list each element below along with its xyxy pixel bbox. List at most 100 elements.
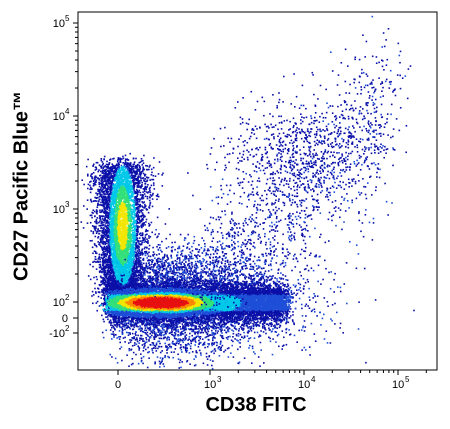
event-dot [183,272,185,274]
event-dot [285,331,288,334]
event-dot [189,363,191,365]
event-dot [200,273,202,275]
event-dot [237,255,239,257]
event-dot [196,274,199,277]
event-dot [273,327,276,329]
event-dot [159,266,162,269]
event-dot [174,267,177,269]
event-dot [141,263,143,266]
event-dot [239,283,242,285]
event-dot [164,342,166,345]
event-dot [304,326,307,328]
event-dot [161,266,164,269]
event-dot [205,325,207,328]
event-dot [221,336,223,338]
event-dot [160,277,162,279]
event-dot [162,329,164,331]
event-dot [118,325,121,327]
event-dot [251,347,254,350]
event-dot [228,263,230,266]
event-dot [220,340,222,343]
event-dot [158,329,160,332]
event-dot [204,224,206,227]
event-dot [212,336,214,339]
event-dot [139,328,141,330]
event-dot [230,263,232,266]
event-dot [195,336,198,338]
event-dot [144,332,147,334]
event-dot [198,244,200,246]
event-dot [165,272,168,274]
event-dot [180,263,182,265]
event-dot [148,338,150,341]
event-dot [155,229,157,231]
event-dot [270,268,273,271]
event-dot [184,321,186,323]
event-dot [170,346,172,349]
event-dot [146,315,148,318]
event-dot [212,277,215,280]
event-dot [155,322,157,324]
event-dot [138,349,140,351]
event-dot [246,242,248,245]
event-dot [168,272,170,274]
event-dot [304,305,307,307]
event-dot [206,332,209,335]
event-dot [284,317,286,319]
event-dot [244,239,247,241]
event-dot [184,271,186,273]
event-dot [156,266,158,268]
event-dot [178,367,180,369]
event-dot [172,262,174,265]
density-dots [80,15,415,370]
event-dot [190,325,193,328]
event-dot [290,290,293,292]
event-dot [227,274,230,276]
event-dot [136,338,138,341]
event-dot [169,321,172,323]
event-dot [156,271,159,273]
event-dot [189,328,191,331]
event-dot [149,316,151,319]
event-dot [142,269,144,271]
event-dot [155,335,158,338]
event-dot [174,348,177,350]
event-dot [179,359,182,361]
event-dot [176,342,178,344]
event-dot [119,341,121,344]
event-dot [149,328,151,331]
event-dot [211,274,213,276]
event-dot [165,268,168,270]
event-dot [131,345,134,347]
event-dot [333,278,335,281]
event-dot [153,347,155,349]
event-dot [211,367,214,370]
event-dot [154,317,157,319]
event-dot [214,250,217,253]
event-dot [126,327,128,329]
event-dot [169,279,171,281]
event-dot [112,333,114,335]
event-dot [226,322,228,324]
event-dot [181,271,184,274]
event-dot [285,279,287,281]
event-dot [152,265,155,268]
event-dot [188,343,190,346]
event-dot [155,347,157,350]
event-dot [262,255,265,258]
event-dot [156,260,158,263]
event-dot [162,357,164,360]
event-dot [257,356,260,358]
event-dot [181,333,184,335]
event-dot [147,277,150,280]
event-dot [268,336,270,339]
event-dot [187,324,190,327]
event-dot [179,339,181,342]
event-dot [251,362,253,364]
event-dot [161,262,164,264]
event-dot [116,337,118,339]
event-dot [198,278,200,281]
event-dot [219,278,221,280]
event-dot [161,331,164,333]
event-dot [216,281,219,284]
